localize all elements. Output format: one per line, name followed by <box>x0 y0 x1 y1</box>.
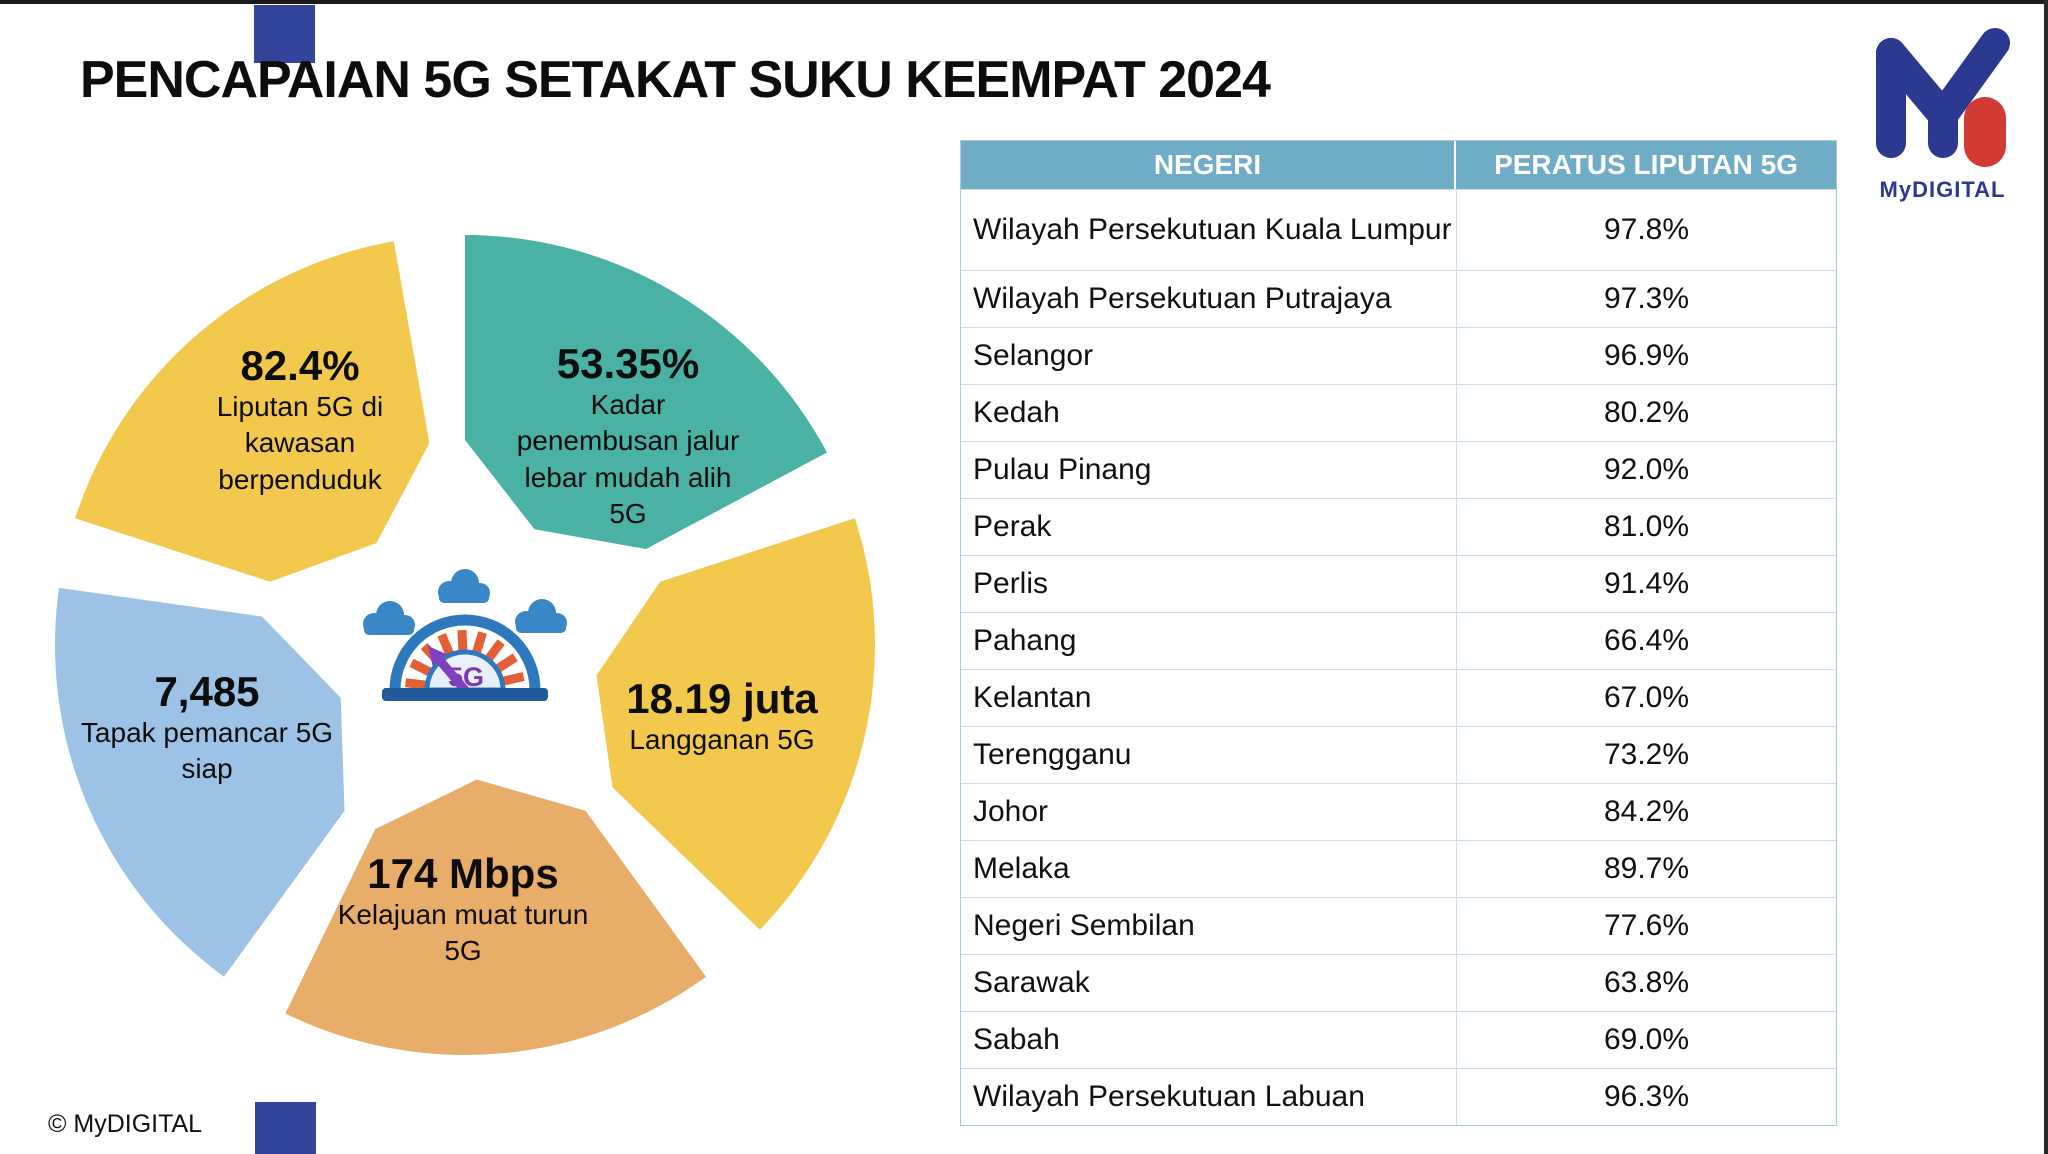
table-row: Selangor 96.9% <box>961 327 1836 384</box>
state-cell: Selangor <box>973 338 1094 372</box>
coverage-cell: 97.3% <box>1456 271 1836 327</box>
coverage-cell: 67.0% <box>1456 670 1836 726</box>
coverage-table: NEGERI PERATUS LIPUTAN 5G Wilayah Persek… <box>960 140 1837 1126</box>
table-row: Wilayah Persekutuan Putrajaya 97.3% <box>961 270 1836 327</box>
decorative-square-bottom <box>255 1102 316 1154</box>
gauge-icon: 5G <box>382 614 548 701</box>
right-edge-line <box>2044 0 2048 1154</box>
mydigital-wordmark: MyDIGITAL <box>1879 177 2006 202</box>
state-cell: Melaka <box>973 851 1070 885</box>
segment-text: Tapak pemancar 5G <box>80 717 334 749</box>
segment-liputan-icon <box>75 241 430 582</box>
table-row: Kelantan 67.0% <box>961 669 1836 726</box>
segment-tapak-pemancar-icon <box>55 587 345 977</box>
segment-text: 5G <box>609 498 647 530</box>
state-cell: Wilayah Persekutuan Labuan <box>973 1079 1365 1113</box>
table-row: Johor 84.2% <box>961 783 1836 840</box>
table-row: Terengganu 73.2% <box>961 726 1836 783</box>
state-cell: Kedah <box>973 395 1060 429</box>
state-cell: Sabah <box>973 1022 1060 1056</box>
coverage-cell: 66.4% <box>1456 613 1836 669</box>
state-cell: Pahang <box>973 623 1077 657</box>
segment-text: Liputan 5G di <box>216 391 384 423</box>
table-row: Pahang 66.4% <box>961 612 1836 669</box>
page-title: PENCAPAIAN 5G SETAKAT SUKU KEEMPAT 2024 <box>80 51 1271 109</box>
coverage-cell: 80.2% <box>1456 385 1836 441</box>
state-cell: Sarawak <box>973 965 1090 999</box>
table-row: Wilayah Persekutuan Kuala Lumpur 97.8% <box>961 189 1836 270</box>
column-header-negeri: NEGERI <box>961 141 1456 189</box>
table-row: Perlis 91.4% <box>961 555 1836 612</box>
segment-value: 174 Mbps <box>367 850 559 897</box>
mydigital-logo: MyDIGITAL <box>1870 25 2015 203</box>
segment-label-kadar-penembusan: 53.35% Kadar penembusan jalur lebar muda… <box>478 340 778 533</box>
segment-label-langganan: 18.19 juta Langganan 5G <box>572 675 872 758</box>
table-header: NEGERI PERATUS LIPUTAN 5G <box>961 141 1836 189</box>
segment-text: siap <box>181 753 233 785</box>
coverage-cell: 73.2% <box>1456 727 1836 783</box>
coverage-cell: 92.0% <box>1456 442 1836 498</box>
table-row: Negeri Sembilan 77.6% <box>961 897 1836 954</box>
state-cell: Johor <box>973 794 1049 828</box>
coverage-cell: 96.3% <box>1456 1069 1836 1125</box>
table-row: Perak 81.0% <box>961 498 1836 555</box>
coverage-cell: 81.0% <box>1456 499 1836 555</box>
state-cell: Perak <box>973 509 1052 543</box>
table-row: Melaka 89.7% <box>961 840 1836 897</box>
segment-text: 5G <box>444 935 482 967</box>
coverage-cell: 91.4% <box>1456 556 1836 612</box>
column-header-peratus: PERATUS LIPUTAN 5G <box>1494 149 1798 180</box>
table-row: Kedah 80.2% <box>961 384 1836 441</box>
coverage-cell: 96.9% <box>1456 328 1836 384</box>
table-row: Wilayah Persekutuan Labuan 96.3% <box>961 1068 1836 1125</box>
segment-text: lebar mudah alih <box>524 461 732 493</box>
segment-langganan-icon <box>596 518 875 930</box>
table-row: Sabah 69.0% <box>961 1011 1836 1068</box>
decorative-square-top <box>254 5 315 63</box>
segment-text: Langganan 5G <box>629 724 815 756</box>
table-row: Pulau Pinang 92.0% <box>961 441 1836 498</box>
segment-text: berpenduduk <box>218 463 382 495</box>
segment-label-kelajuan: 174 Mbps Kelajuan muat turun 5G <box>313 850 613 970</box>
state-cell: Perlis <box>973 566 1049 600</box>
copyright-text: © MyDIGITAL <box>48 1110 203 1138</box>
segment-text: Kadar <box>590 389 666 421</box>
segment-label-liputan: 82.4% Liputan 5G di kawasan berpenduduk <box>150 342 450 498</box>
coverage-cell: 69.0% <box>1456 1012 1836 1068</box>
state-cell: Negeri Sembilan <box>973 908 1195 942</box>
segment-value: 82.4% <box>240 342 360 389</box>
gauge-needle-icon <box>435 655 470 695</box>
segment-text: Kelajuan muat turun <box>337 899 589 931</box>
state-cell: Pulau Pinang <box>973 452 1152 486</box>
state-cell: Wilayah Persekutuan Putrajaya <box>973 281 1392 315</box>
coverage-cell: 63.8% <box>1456 955 1836 1011</box>
segment-kelajuan-icon <box>285 779 706 1055</box>
state-cell: Kelantan <box>973 680 1092 714</box>
segment-text: penembusan jalur <box>516 425 740 457</box>
coverage-cell: 84.2% <box>1456 784 1836 840</box>
table-row: Sarawak 63.8% <box>961 954 1836 1011</box>
5g-achievement-pie <box>55 235 875 1055</box>
coverage-table-body: Wilayah Persekutuan Kuala Lumpur 97.8% W… <box>961 189 1836 1125</box>
mydigital-logo-icon <box>1875 28 2010 167</box>
coverage-cell: 97.8% <box>1456 190 1836 270</box>
state-cell: Wilayah Persekutuan Kuala Lumpur <box>973 212 1452 246</box>
state-cell: Terengganu <box>973 737 1132 771</box>
coverage-cell: 77.6% <box>1456 898 1836 954</box>
segment-kadar-penembusan-icon <box>465 235 827 549</box>
segment-value: 7,485 <box>154 668 260 715</box>
5g-speedometer-icon: 5G <box>363 569 567 701</box>
segment-value: 53.35% <box>556 340 700 387</box>
segment-text: kawasan <box>244 427 356 459</box>
segment-label-tapak-pemancar: 7,485 Tapak pemancar 5G siap <box>57 668 357 788</box>
top-edge-line <box>0 0 2048 4</box>
coverage-cell: 89.7% <box>1456 841 1836 897</box>
segment-value: 18.19 juta <box>626 675 818 722</box>
